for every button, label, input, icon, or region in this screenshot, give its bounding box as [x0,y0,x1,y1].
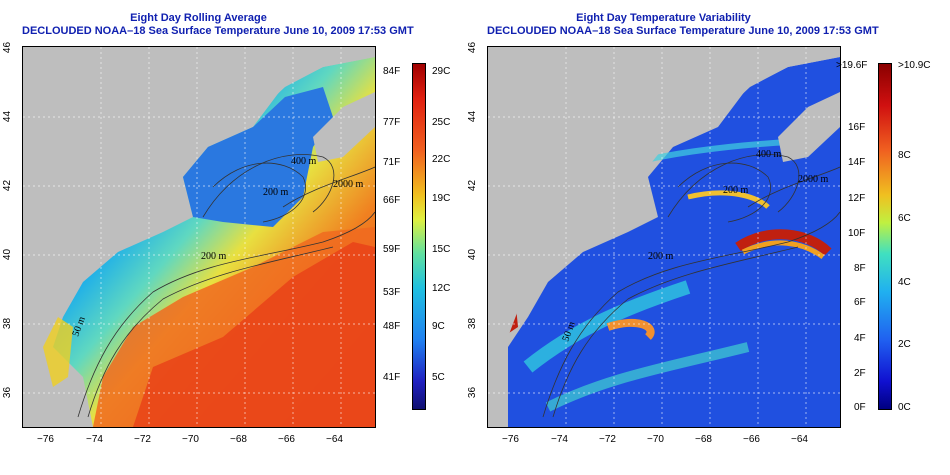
colorbar-f-label: 77F [383,117,401,128]
lon-tick: −72 [599,434,616,445]
contour-label-400: 400 m [756,149,782,160]
nova-scotia [313,92,375,162]
lon-tick: −66 [743,434,760,445]
left-sst-map: 200 m 400 m 2000 m 200 m 50 m [22,46,376,428]
coastline-land [23,47,375,357]
colorbar-f-label: 14F [848,157,866,168]
coastline-land [488,47,840,357]
colorbar-f-label: 16F [848,122,866,133]
contour-label-2000: 2000 m [333,179,364,190]
coastal-warm [43,317,73,387]
colorbar-c-label: 4C [898,277,911,288]
hot-core [133,242,375,427]
colorbar-c-label: 2C [898,339,911,350]
lon-tick: −76 [37,434,54,445]
right-colorbar [878,63,892,410]
lon-tick: −70 [647,434,664,445]
contour-label-200b: 200 m [263,187,289,198]
right-variability-map: 200 m 400 m 2000 m 200 m 50 m [487,46,841,428]
lon-tick: −64 [326,434,343,445]
colorbar-f-label: 12F [848,193,866,204]
lon-tick: −74 [551,434,568,445]
colorbar-c-label: 6C [898,213,911,224]
lon-tick: −72 [134,434,151,445]
lat-tick: 44 [467,110,479,123]
colorbar-c-label: 12C [432,283,451,294]
colorbar-c-label: 0C [898,402,911,413]
contour-label-200b: 200 m [723,185,749,196]
lon-tick: −70 [182,434,199,445]
left-colorbar [412,63,426,410]
lat-tick: 42 [2,179,14,192]
colorbar-c-label: 19C [432,193,451,204]
colorbar-f-label: 4F [854,333,866,344]
right-subtitle: DECLOUDED NOAA–18 Sea Surface Temperatur… [487,25,879,37]
lat-tick: 44 [2,110,14,123]
left-subtitle: DECLOUDED NOAA–18 Sea Surface Temperatur… [22,25,414,37]
contour-label-200: 200 m [648,251,674,262]
lat-tick: 38 [467,317,479,330]
colorbar-c-label: 29C [432,66,451,77]
colorbar-c-label: 25C [432,117,451,128]
colorbar-f-label: 84F [383,66,401,77]
colorbar-f-label: 41F [383,372,401,383]
colorbar-f-label: 59F [383,244,401,255]
lat-tick: 42 [467,179,479,192]
colorbar-f-label: 8F [854,263,866,274]
lon-tick: −76 [502,434,519,445]
left-title: Eight Day Rolling Average [130,12,267,24]
ocean-area [508,57,840,427]
colorbar-c-label: 9C [432,321,445,332]
colorbar-f-label: 71F [383,157,401,168]
colorbar-f-label: 53F [383,287,401,298]
lat-tick: 40 [467,248,479,261]
lat-tick: 36 [2,386,14,399]
lat-tick: 46 [2,41,14,54]
colorbar-f-label: >19.6F [836,60,868,71]
colorbar-c-label: 15C [432,244,451,255]
colorbar-c-label: 22C [432,154,451,165]
lon-tick: −68 [695,434,712,445]
left-map-svg: 200 m 400 m 2000 m 200 m 50 m [23,47,375,427]
lon-tick: −66 [278,434,295,445]
nova-scotia [778,92,840,162]
colorbar-f-label: 0F [854,402,866,413]
colorbar-f-label: 2F [854,368,866,379]
colorbar-f-label: 10F [848,228,866,239]
depth-contours [542,154,840,418]
lat-lon-grid [23,47,375,427]
right-map-svg: 200 m 400 m 2000 m 200 m 50 m [488,47,840,427]
colorbar-c-label: 8C [898,150,911,161]
right-title: Eight Day Temperature Variability [576,12,751,24]
lat-lon-grid [488,47,840,427]
lat-tick: 40 [2,248,14,261]
lat-tick: 38 [2,317,14,330]
lon-tick: −74 [86,434,103,445]
lon-tick: −64 [791,434,808,445]
depth-contours [77,154,375,418]
colorbar-c-label: 5C [432,372,445,383]
colorbar-f-label: 48F [383,321,401,332]
colorbar-c-label: >10.9C [898,60,931,71]
lon-tick: −68 [230,434,247,445]
lat-tick: 36 [467,386,479,399]
contour-label-2000: 2000 m [798,174,829,185]
gulf-of-maine [183,87,333,227]
colorbar-f-label: 66F [383,195,401,206]
colorbar-f-label: 6F [854,297,866,308]
contour-label-200: 200 m [201,251,227,262]
lat-tick: 46 [467,41,479,54]
contour-label-400: 400 m [291,156,317,167]
